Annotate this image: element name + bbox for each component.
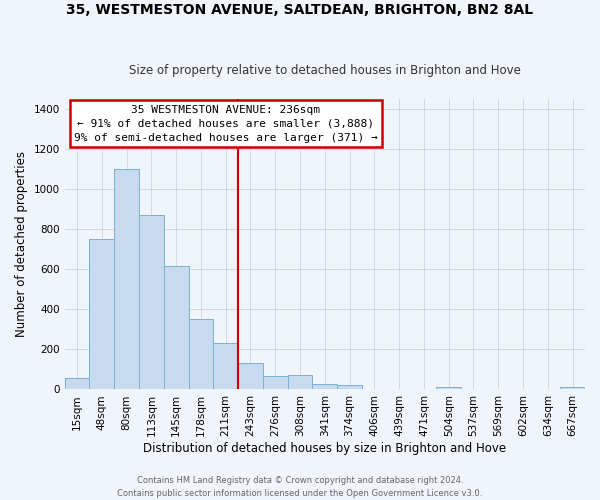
Bar [139,215,164,390]
Bar [238,364,263,390]
Text: 35, WESTMESTON AVENUE, SALTDEAN, BRIGHTON, BN2 8AL: 35, WESTMESTON AVENUE, SALTDEAN, BRIGHTO… [67,2,533,16]
Bar [65,378,89,390]
Bar [313,384,337,390]
Text: 35 WESTMESTON AVENUE: 236sqm
← 91% of detached houses are smaller (3,888)
9% of : 35 WESTMESTON AVENUE: 236sqm ← 91% of de… [74,105,378,143]
Bar [188,320,214,390]
X-axis label: Distribution of detached houses by size in Brighton and Hove: Distribution of detached houses by size … [143,442,506,455]
Title: Size of property relative to detached houses in Brighton and Hove: Size of property relative to detached ho… [129,64,521,77]
Bar [114,169,139,390]
Bar [436,388,461,390]
Bar [287,376,313,390]
Bar [337,386,362,390]
Bar [560,388,585,390]
Bar [263,376,287,390]
Bar [214,344,238,390]
Bar [164,266,188,390]
Y-axis label: Number of detached properties: Number of detached properties [15,151,28,337]
Bar [89,239,114,390]
Text: Contains HM Land Registry data © Crown copyright and database right 2024.
Contai: Contains HM Land Registry data © Crown c… [118,476,482,498]
